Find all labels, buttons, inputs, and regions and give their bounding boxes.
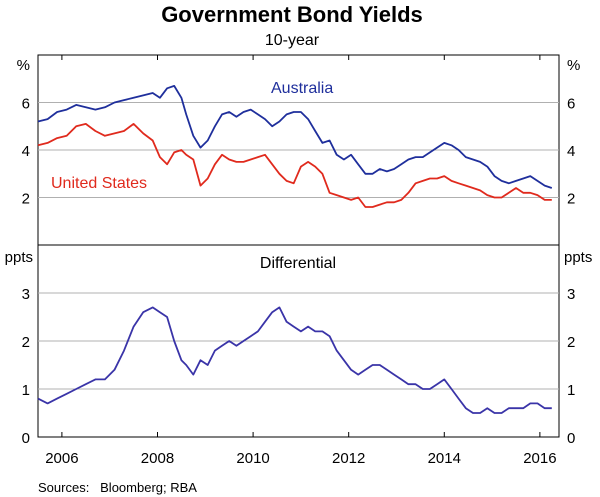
bottom-ylabel-left: ppts — [5, 249, 33, 266]
xtick-label: 2006 — [45, 450, 78, 467]
chart-subtitle: 10-year — [265, 32, 320, 49]
ytick-label-left: 2 — [22, 334, 30, 351]
ytick-label-right: 0 — [567, 430, 575, 447]
ytick-label-left: 1 — [22, 382, 30, 399]
bottom-ylabel-right: ppts — [564, 249, 592, 266]
ytick-label-right: 2 — [567, 191, 575, 208]
xtick-label: 2010 — [236, 450, 269, 467]
series-line-differential — [37, 306, 552, 414]
x-tick-labels: 2006 2008 2010 2012 2014 2016 — [45, 55, 557, 467]
series-line-united-states — [37, 123, 552, 208]
top-series — [37, 85, 553, 208]
xtick-label: 2008 — [141, 450, 174, 467]
chart-title: Government Bond Yields — [161, 2, 423, 27]
annotation-united-states: United States — [51, 175, 147, 192]
bottom-ytick-labels: 0 0 1 1 2 2 3 3 — [22, 286, 576, 447]
ytick-label-left: 4 — [22, 143, 30, 160]
ytick-label-right: 4 — [567, 143, 575, 160]
bottom-gridlines — [38, 292, 559, 390]
ytick-label-left: 3 — [22, 286, 30, 303]
top-ytick-labels: 2 2 4 4 6 6 — [22, 96, 576, 208]
xtick-label: 2012 — [332, 450, 365, 467]
sources-note: Sources: Bloomberg; RBA — [38, 480, 197, 495]
annotation-australia: Australia — [271, 80, 333, 97]
top-ylabel-right: % — [567, 57, 580, 74]
xtick-label: 2014 — [428, 450, 461, 467]
ytick-label-right: 3 — [567, 286, 575, 303]
ytick-label-left: 0 — [22, 430, 30, 447]
series-line-australia — [37, 85, 553, 189]
xtick-label: 2016 — [523, 450, 556, 467]
ytick-label-left: 2 — [22, 191, 30, 208]
ytick-label-right: 1 — [567, 382, 575, 399]
bottom-series — [37, 306, 552, 414]
top-gridlines — [38, 102, 559, 198]
ytick-label-right: 6 — [567, 96, 575, 113]
differential-title: Differential — [260, 255, 336, 272]
ytick-label-right: 2 — [567, 334, 575, 351]
ytick-label-left: 6 — [22, 96, 30, 113]
top-ylabel-left: % — [17, 57, 30, 74]
